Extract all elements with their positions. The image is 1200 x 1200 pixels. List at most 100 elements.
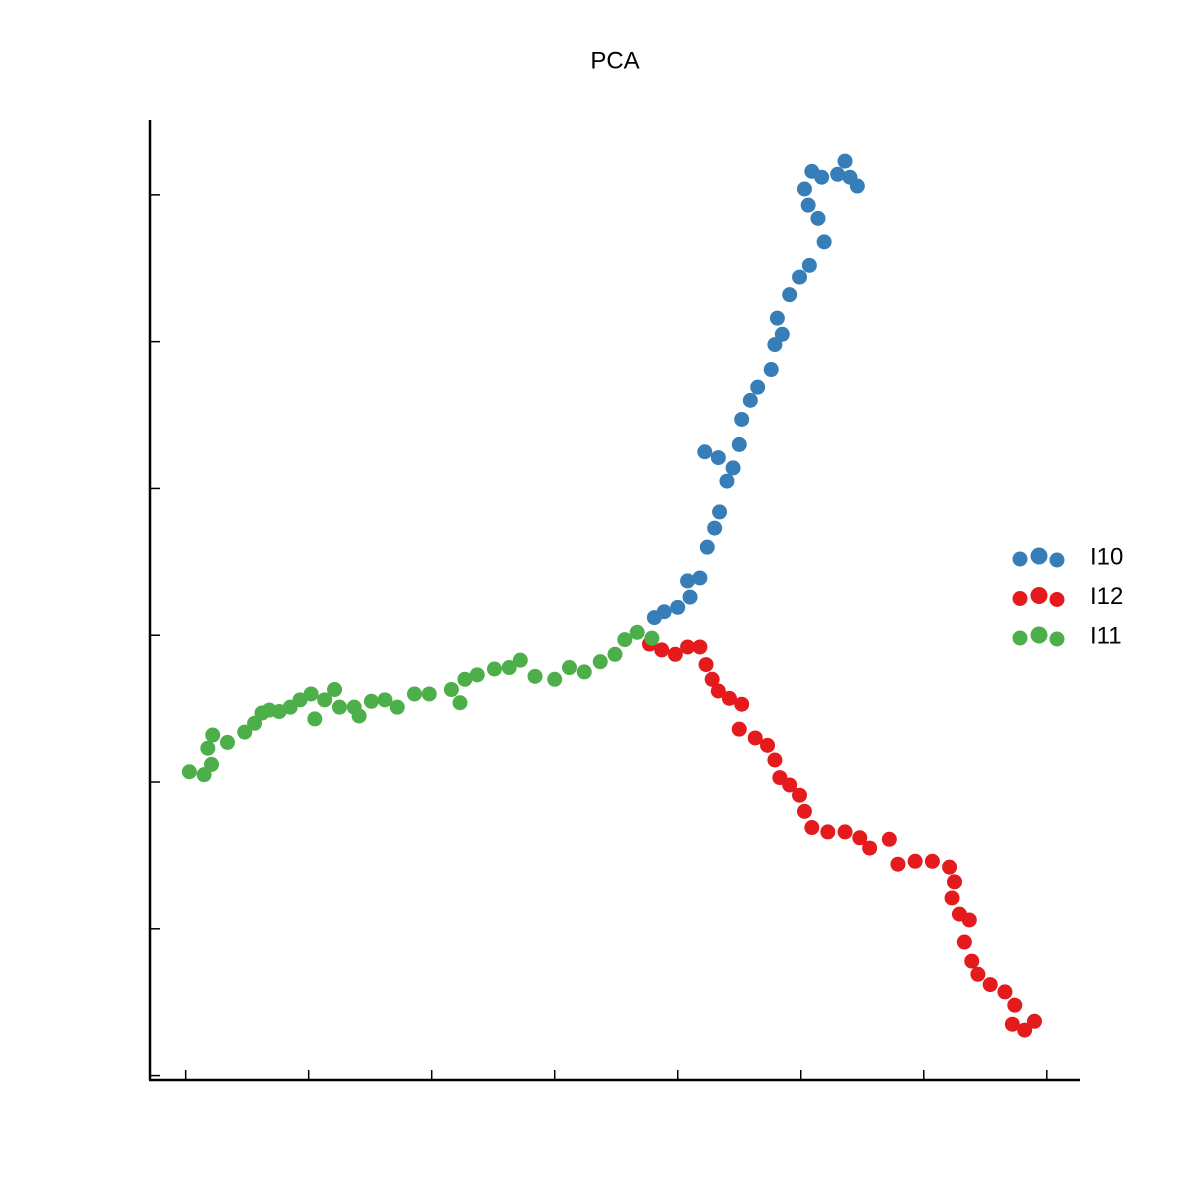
point bbox=[527, 668, 543, 684]
point bbox=[734, 696, 750, 712]
point bbox=[406, 686, 422, 702]
point bbox=[970, 966, 986, 982]
point bbox=[656, 604, 672, 620]
point bbox=[363, 693, 379, 709]
point bbox=[760, 737, 776, 753]
point bbox=[670, 599, 686, 615]
point bbox=[796, 181, 812, 197]
point bbox=[721, 690, 737, 706]
point bbox=[699, 539, 715, 555]
point bbox=[181, 764, 197, 780]
point bbox=[205, 727, 221, 743]
legend-marker bbox=[1030, 626, 1048, 644]
legend-label: I12 bbox=[1090, 583, 1123, 610]
point bbox=[307, 711, 323, 727]
point bbox=[734, 411, 750, 427]
legend-marker bbox=[1012, 591, 1028, 606]
point bbox=[592, 654, 608, 670]
point bbox=[725, 460, 741, 476]
point bbox=[956, 934, 972, 950]
point bbox=[862, 840, 878, 856]
point bbox=[852, 830, 868, 846]
point bbox=[964, 953, 980, 969]
point bbox=[747, 730, 763, 746]
point bbox=[443, 682, 459, 698]
point bbox=[457, 671, 473, 687]
point bbox=[796, 803, 812, 819]
legend-marker bbox=[1049, 631, 1065, 647]
chart-title: PCA bbox=[590, 47, 639, 74]
point bbox=[767, 752, 783, 768]
point bbox=[576, 664, 592, 680]
point bbox=[731, 436, 747, 452]
point bbox=[1026, 1013, 1042, 1029]
legend-marker bbox=[1030, 547, 1048, 565]
point bbox=[327, 682, 343, 698]
point bbox=[961, 912, 977, 928]
point bbox=[769, 310, 785, 326]
point bbox=[742, 392, 758, 408]
point bbox=[710, 450, 726, 466]
point bbox=[792, 787, 808, 803]
point bbox=[947, 874, 963, 890]
legend-marker bbox=[1030, 587, 1048, 604]
point bbox=[377, 692, 393, 708]
point bbox=[200, 740, 216, 756]
point bbox=[204, 756, 220, 772]
point bbox=[331, 699, 347, 715]
point bbox=[782, 777, 798, 793]
point bbox=[774, 326, 790, 342]
point bbox=[547, 671, 563, 687]
point bbox=[1004, 1016, 1020, 1032]
point bbox=[654, 642, 670, 658]
point bbox=[944, 890, 960, 906]
point bbox=[816, 234, 832, 250]
point bbox=[682, 589, 698, 605]
point bbox=[830, 166, 846, 182]
point bbox=[317, 692, 333, 708]
point bbox=[292, 692, 308, 708]
point bbox=[719, 473, 735, 489]
point bbox=[782, 287, 798, 303]
point bbox=[712, 504, 728, 520]
point bbox=[512, 652, 528, 668]
point bbox=[750, 379, 766, 395]
point bbox=[680, 573, 696, 589]
point bbox=[997, 984, 1013, 1000]
point bbox=[644, 630, 660, 646]
legend-marker bbox=[1012, 630, 1028, 646]
point bbox=[800, 197, 816, 213]
legend-label: I11 bbox=[1090, 622, 1122, 649]
point bbox=[907, 853, 923, 869]
point bbox=[692, 570, 708, 586]
legend-marker bbox=[1049, 552, 1065, 568]
point bbox=[629, 624, 645, 640]
point bbox=[421, 686, 437, 702]
point bbox=[881, 831, 897, 847]
point bbox=[792, 269, 808, 285]
point bbox=[837, 153, 853, 169]
point bbox=[607, 646, 623, 662]
point bbox=[763, 362, 779, 378]
point bbox=[486, 661, 502, 677]
point bbox=[731, 721, 747, 737]
point bbox=[820, 824, 836, 840]
point bbox=[942, 859, 958, 875]
point bbox=[704, 671, 720, 687]
legend-marker bbox=[1049, 592, 1065, 607]
point bbox=[667, 646, 683, 662]
point bbox=[303, 686, 319, 702]
point bbox=[801, 257, 817, 273]
point bbox=[237, 724, 253, 740]
point bbox=[810, 210, 826, 226]
point bbox=[501, 660, 517, 676]
point bbox=[389, 699, 405, 715]
point bbox=[452, 695, 468, 711]
point bbox=[469, 667, 485, 683]
point bbox=[1007, 997, 1023, 1013]
point bbox=[814, 169, 830, 185]
point bbox=[220, 734, 235, 750]
point bbox=[804, 820, 820, 836]
point bbox=[849, 178, 865, 194]
